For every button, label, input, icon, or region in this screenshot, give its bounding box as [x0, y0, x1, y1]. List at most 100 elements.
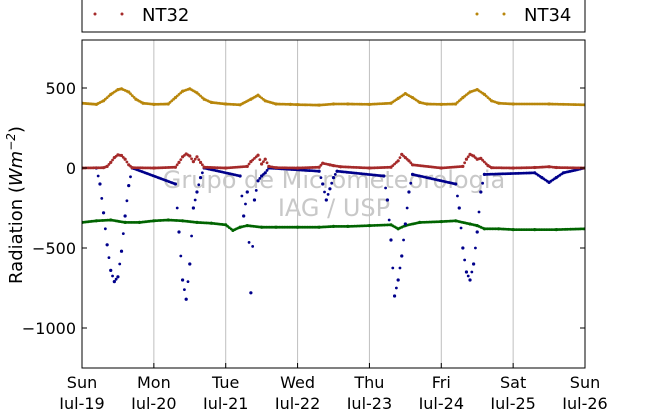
series-2-point-13	[181, 278, 185, 282]
series-2-dot	[384, 186, 387, 190]
series-1-point-41	[489, 99, 494, 103]
legend-marker-nt34	[475, 12, 479, 16]
series-2-dot	[103, 227, 107, 231]
series-2-point-1	[98, 182, 102, 186]
series-2-point-50	[475, 230, 479, 234]
series-3-point-33	[554, 228, 558, 232]
y-tick-label-3: −1000	[22, 319, 76, 338]
series-3-point-32	[533, 228, 537, 232]
series-0-point-13	[181, 155, 185, 159]
series-0-point-15	[188, 154, 192, 158]
x-tick-date-6: Jul-25	[489, 394, 535, 409]
series-2-point-20	[238, 174, 242, 178]
series-1-dot	[130, 94, 134, 97]
series-1-point-40	[482, 92, 486, 96]
series-0-point-1	[101, 166, 106, 170]
series-2-point-16	[191, 206, 195, 210]
series-2-point-26	[260, 174, 264, 178]
series-2-point-8	[123, 214, 127, 218]
series-1-dot	[457, 99, 461, 103]
x-tick-date-5: Jul-24	[418, 394, 464, 409]
x-tick-day-2: Tue	[211, 373, 239, 392]
series-0-point-6	[119, 153, 124, 158]
series-2-dot	[244, 202, 247, 206]
series-2-point-47	[464, 270, 469, 274]
series-1-point-6	[127, 90, 131, 94]
legend-marker-nt32	[93, 12, 97, 16]
series-0-point-42	[461, 164, 465, 168]
series-2-dot	[125, 199, 129, 203]
series-1-dot	[105, 96, 109, 99]
series-2-point-48	[468, 278, 472, 282]
series-1-point-44	[547, 102, 551, 106]
series-3-point-21	[389, 223, 393, 227]
series-1-point-3	[109, 92, 113, 96]
series-3-point-29	[482, 227, 486, 231]
x-tick-date-7: Jul-26	[561, 394, 607, 409]
series-0-dot	[466, 155, 470, 159]
series-3-point-10	[224, 223, 228, 227]
series-1-point-7	[134, 97, 138, 101]
series-2-point-7	[119, 249, 124, 253]
series-0-point-9	[130, 166, 134, 170]
series-0-point-31	[328, 163, 332, 167]
series-1-point-18	[238, 103, 242, 107]
series-2-dot	[456, 194, 459, 198]
series-1-point-34	[425, 102, 429, 106]
series-2-point-27	[263, 171, 267, 175]
legend-entry-nt32: NT32	[93, 5, 189, 26]
series-2-dot	[463, 258, 467, 262]
series-2-point-49	[472, 262, 476, 266]
series-1-point-13	[188, 87, 192, 91]
series-2-dot	[409, 181, 413, 185]
series-2-point-23	[249, 291, 253, 295]
series-1-dot	[199, 94, 202, 98]
series-2-dot	[466, 274, 470, 278]
series-1-point-17	[224, 102, 228, 106]
series-2-dot	[319, 176, 323, 180]
series-2-point-38	[392, 294, 397, 298]
series-2-point-5	[112, 280, 116, 284]
series-0-point-20	[224, 166, 228, 170]
series-2-point-32	[328, 187, 332, 191]
x-tick-day-1: Mon	[137, 373, 171, 392]
series-2-point-24	[252, 198, 257, 202]
series-1-point-23	[288, 102, 292, 106]
series-2-dot	[114, 277, 118, 281]
series-0-point-18	[198, 160, 203, 164]
series-0-point-26	[267, 164, 271, 168]
series-0-point-44	[468, 152, 472, 156]
series-0-point-25	[263, 157, 267, 161]
series-0-point-2	[105, 164, 109, 168]
gridlines	[153, 40, 514, 368]
series-3-point-16	[295, 225, 300, 229]
series-1-point-10	[166, 102, 170, 106]
series-3-point-7	[181, 219, 185, 223]
series-0-point-7	[123, 157, 127, 161]
series-3-point-9	[209, 221, 213, 225]
series-2-point-6	[116, 275, 120, 279]
series-0-point-36	[396, 159, 400, 163]
legend-label-nt34: NT34	[524, 5, 571, 26]
series-0-dot	[409, 161, 413, 165]
series-1-point-43	[511, 102, 515, 106]
series-2-point-12	[177, 230, 181, 234]
series-0-dot	[175, 163, 179, 167]
series-1-point-8	[141, 101, 145, 105]
series-2-dot	[182, 288, 186, 291]
series-2-dot	[474, 246, 477, 250]
series-3-point-6	[166, 218, 170, 222]
series-0-point-8	[127, 163, 131, 167]
series-1-point-30	[396, 96, 400, 100]
x-tick-day-3: Wed	[280, 373, 315, 392]
series-3-point-5	[152, 219, 156, 223]
series-1-point-39	[475, 88, 479, 92]
series-1-point-32	[410, 96, 415, 100]
series-0-point-49	[489, 166, 494, 170]
series-0-point-3	[109, 160, 113, 164]
series-2-point-14	[184, 297, 188, 301]
series-2-dot	[118, 262, 122, 266]
series-0-point-29	[317, 165, 321, 169]
series-0-point-24	[260, 162, 264, 166]
